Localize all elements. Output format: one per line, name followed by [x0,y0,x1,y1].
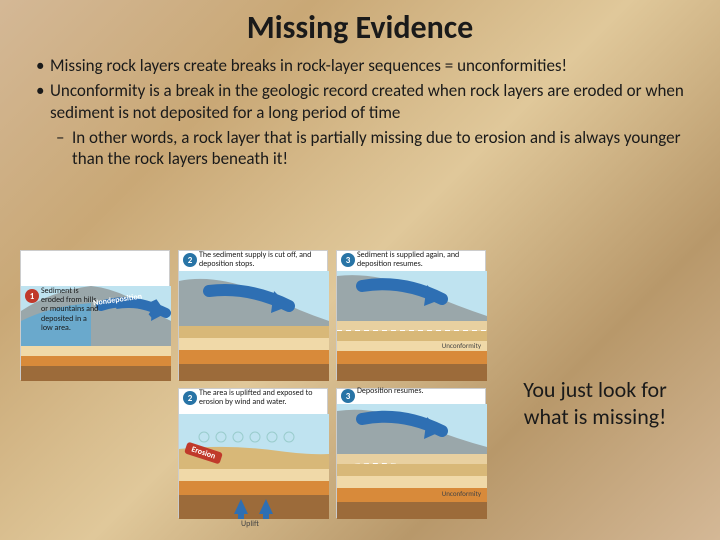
panel-3-label: Unconformity [442,341,481,350]
panel-5: 3 Deposition resumes. Unconformity [336,388,486,518]
panel-5-svg [337,389,487,519]
panel-2: 2 The sediment supply is cut off, and de… [178,250,328,380]
panel-4-uplift: Uplift [241,519,259,529]
bullet-2: Unconformity is a break in the geologic … [36,80,700,123]
panel-3-svg [337,251,487,381]
panel-1-badge: 1 [25,289,39,303]
bullet-1: Missing rock layers create breaks in roc… [36,55,700,76]
panel-1: 1 Sediment is eroded from hills or mount… [20,250,170,380]
panel-3-caption: Sediment is supplied again, and depositi… [357,251,482,269]
panel-1-caption: Sediment is eroded from hills or mountai… [41,287,99,333]
slide-title: Missing Evidence [20,8,700,47]
panel-3-badge: 3 [341,253,355,267]
panel-5-label: Unconformity [442,489,481,498]
panel-2-caption: The sediment supply is cut off, and depo… [199,251,319,269]
panel-3: 3 Sediment is supplied again, and deposi… [336,250,486,380]
panel-5-caption: Deposition resumes. [357,387,467,396]
slide: Missing Evidence Missing rock layers cre… [0,0,720,540]
sub-bullet-1: In other words, a rock layer that is par… [56,127,700,170]
bullet-list: Missing rock layers create breaks in roc… [20,55,700,169]
panel-2-svg [179,251,329,381]
panel-4-badge: 2 [183,391,197,405]
aside-text: You just look for what is missing! [500,377,690,430]
sub-bullet-list: In other words, a rock layer that is par… [36,127,700,170]
panel-4: 2 The area is uplifted and exposed to er… [178,388,328,518]
panel-4-caption: The area is uplifted and exposed to eros… [199,389,319,407]
panel-5-badge: 3 [341,389,355,403]
diagram-area: 1 Sediment is eroded from hills or mount… [20,250,490,520]
panel-2-badge: 2 [183,253,197,267]
